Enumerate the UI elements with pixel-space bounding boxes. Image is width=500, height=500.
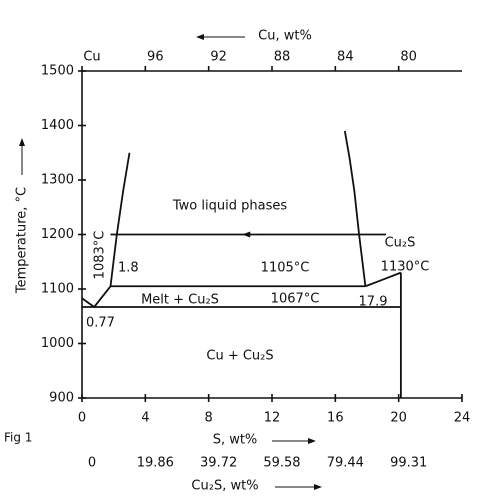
phase-boundary <box>109 152 131 287</box>
y-tick-label: 1500 <box>41 64 74 79</box>
annotation: 17.9 <box>359 295 388 310</box>
x2-tick-label: 59.58 <box>263 456 300 471</box>
x-tick-label: 0 <box>78 411 86 426</box>
figure-label: Fig 1 <box>4 431 32 445</box>
y-tick-label: 1100 <box>41 282 74 297</box>
y-axis-label: Temperature, °C <box>15 187 30 294</box>
top-tick-label: Cu <box>83 50 100 65</box>
y-tick-label: 1000 <box>41 336 74 351</box>
y-tick-label: 1400 <box>41 118 74 133</box>
top-tick-label: 96 <box>147 50 164 65</box>
y-tick-label: 1300 <box>41 173 74 188</box>
phase-boundary <box>81 285 112 309</box>
phase-boundary <box>343 130 367 287</box>
x2-tick-label: 79.44 <box>327 456 364 471</box>
x-tick-label: 20 <box>390 411 407 426</box>
x2-tick-label: 0 <box>88 456 96 471</box>
top-tick-label: 92 <box>210 50 227 65</box>
top-tick-label: 80 <box>400 50 417 65</box>
x-tick-label: 4 <box>141 411 149 426</box>
x-tick-label: 8 <box>205 411 213 426</box>
top-tick-label: 84 <box>337 50 354 65</box>
top-axis-label: Cu, wt% <box>258 29 312 44</box>
annotation: 1067°C <box>271 292 320 307</box>
x-tick-label: 16 <box>327 411 344 426</box>
phase-boundary <box>365 271 402 288</box>
x2-tick-label: 99.31 <box>390 456 427 471</box>
x2-axis-label: Cu₂S, wt% <box>191 479 258 494</box>
x-tick-label: 12 <box>264 411 281 426</box>
y-tick-label: 1200 <box>41 227 74 242</box>
top-tick-label: 88 <box>274 50 291 65</box>
annotation: 1.8 <box>118 261 139 276</box>
annotation: Cu₂S <box>385 236 416 251</box>
annotation: 1083°C <box>93 231 108 280</box>
x2-tick-label: 19.86 <box>137 456 174 471</box>
annotation: Cu + Cu₂S <box>206 349 273 364</box>
annotation: 1130°C <box>381 260 430 275</box>
x-axis-label: S, wt% <box>213 433 258 448</box>
annotation: Two liquid phases <box>172 199 287 214</box>
annotation: 1105°C <box>261 261 310 276</box>
y-tick-label: 900 <box>49 391 74 406</box>
annotation: 0.77 <box>86 316 115 331</box>
x-tick-label: 24 <box>454 411 471 426</box>
x2-tick-label: 39.72 <box>200 456 237 471</box>
annotation: Melt + Cu₂S <box>141 293 219 308</box>
